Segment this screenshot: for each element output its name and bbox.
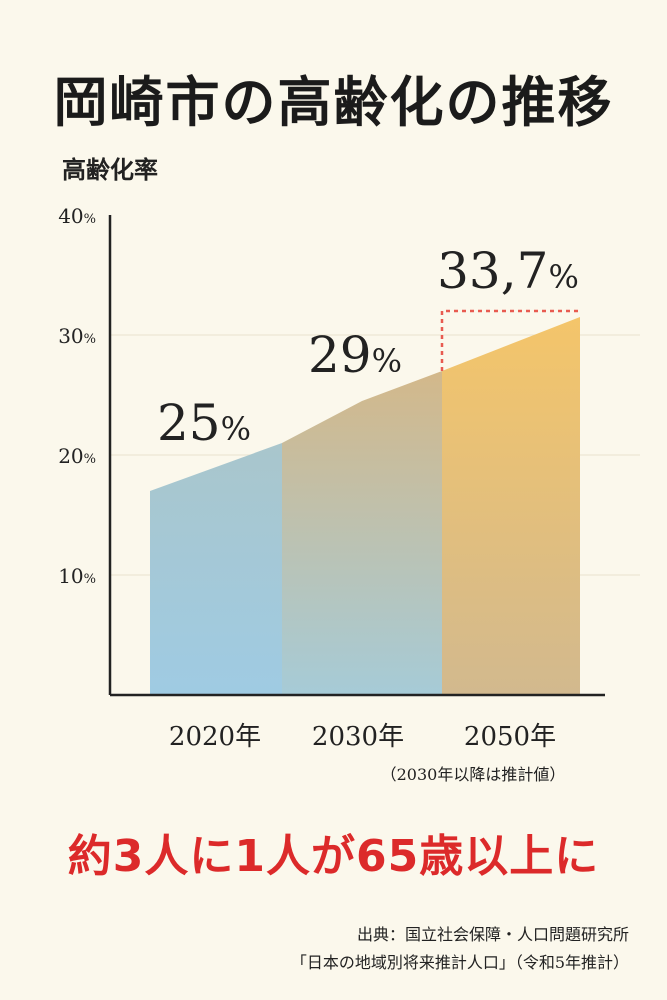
y-tick-unit: % — [84, 572, 96, 587]
y-tick-value: 10 — [58, 564, 83, 588]
y-tick-value: 30 — [58, 324, 83, 348]
y-tick-unit: % — [84, 212, 96, 227]
y-tick-value: 40 — [58, 204, 83, 228]
source-line-1: 出典：国立社会保障・人口問題研究所 — [356, 925, 629, 944]
y-tick-label: 20% — [58, 444, 96, 468]
y-tick-label: 10% — [58, 564, 96, 588]
y-tick-unit: % — [84, 332, 96, 347]
value-label-number: 25 — [157, 394, 221, 452]
value-label-unit: % — [221, 410, 251, 448]
y-axis-label: 高齢化率 — [62, 156, 158, 184]
value-label-number: 33,7 — [437, 242, 548, 300]
y-tick-value: 20 — [58, 444, 83, 468]
source-line-2: 「日本の地域別将来推計人口」（令和5年推計） — [290, 953, 629, 972]
area-segment-2050 — [442, 317, 580, 695]
estimate-note: （2030年以降は推計値） — [381, 765, 566, 784]
headline: 約3人に1人が65歳以上に — [67, 831, 600, 882]
area-segment-2020 — [150, 443, 282, 695]
x-category-label: 2050年 — [464, 722, 556, 752]
page-title: 岡崎市の高齢化の推移 — [53, 70, 614, 134]
x-category-label: 2020年 — [169, 722, 261, 752]
y-tick-label: 30% — [58, 324, 96, 348]
value-label-number: 29 — [308, 326, 372, 384]
area-segment-2030 — [282, 371, 442, 695]
highlight-bracket — [440, 309, 580, 371]
value-label-unit: % — [548, 258, 578, 296]
source-citation: 出典：国立社会保障・人口問題研究所 「日本の地域別将来推計人口」（令和5年推計） — [291, 921, 629, 977]
y-tick-unit: % — [84, 452, 96, 467]
value-label: 33,7% — [437, 242, 579, 300]
x-category-label: 2030年 — [312, 722, 404, 752]
value-label-unit: % — [372, 342, 402, 380]
value-label: 25% — [157, 394, 251, 452]
area-chart: 10%20%30%40% 25%29%33,7% 2020年 2030年 2050年… — [58, 204, 640, 784]
value-label: 29% — [308, 326, 402, 384]
y-tick-label: 40% — [58, 204, 96, 228]
